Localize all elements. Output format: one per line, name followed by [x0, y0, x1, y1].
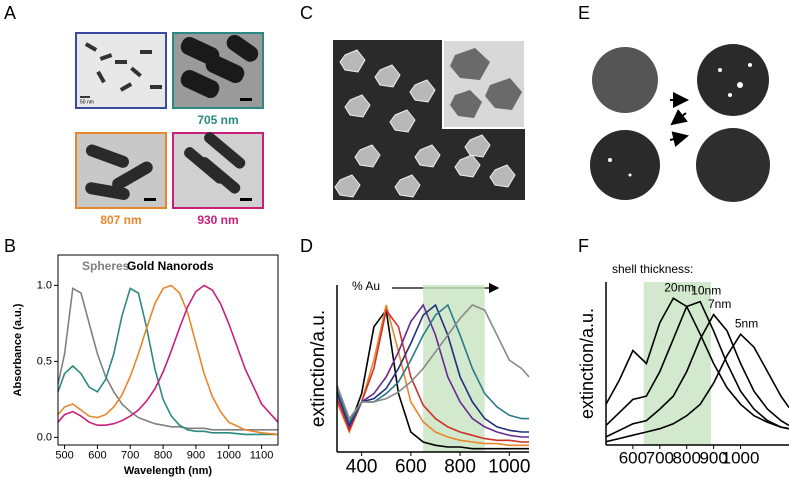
x-tick-label: 600	[395, 456, 427, 477]
line-series	[57, 287, 278, 431]
line-series	[605, 313, 789, 438]
series-label: 20nm	[664, 280, 694, 294]
x-axis-label: Wavelength (nm)	[124, 465, 213, 477]
line-series	[605, 300, 789, 430]
plot-frame	[57, 254, 279, 446]
annotation: shell thickness:	[612, 262, 693, 276]
line-series	[336, 303, 529, 438]
line-series	[336, 304, 529, 447]
x-tick-label: 800	[444, 456, 476, 477]
y-axis-label: extinction/a.u.	[577, 308, 597, 419]
line-series	[605, 297, 789, 430]
x-tick-label: 1000	[488, 456, 530, 477]
annotation: Spheres	[82, 259, 130, 273]
panel-label: B	[4, 236, 16, 256]
y-tick-label: 0.5	[37, 355, 52, 367]
y-axis-label: extinction/a.u.	[308, 310, 329, 427]
particles	[334, 49, 516, 198]
nanorods	[84, 42, 162, 92]
panel-label: C	[300, 3, 313, 23]
x-tick-label: 400	[346, 456, 378, 477]
line-series	[336, 308, 529, 450]
x-tick-label: 1000	[722, 449, 760, 468]
x-tick-label: 800	[673, 449, 701, 468]
scale-bar	[240, 98, 252, 101]
line-series	[605, 332, 789, 443]
x-tick-label: 600	[88, 450, 106, 462]
scale-bar-label: 50 nm	[80, 99, 94, 105]
x-tick-label: 1000	[217, 450, 241, 462]
scale-bar	[240, 198, 252, 201]
caption: 930 nm	[197, 213, 238, 227]
nanorods	[85, 144, 153, 200]
x-tick-label: 700	[121, 450, 139, 462]
arrow	[669, 131, 689, 147]
micrograph-c	[333, 39, 526, 200]
y-tick-label: 1.0	[37, 279, 52, 291]
panel-label: A	[4, 3, 16, 23]
annotation: % Au	[352, 279, 380, 293]
x-tick-label: 900	[187, 450, 205, 462]
micrograph-e	[590, 44, 770, 202]
x-tick-label: 800	[154, 450, 172, 462]
line-series	[336, 308, 529, 443]
line-series	[57, 284, 279, 436]
highlight-band	[643, 282, 711, 445]
particle	[592, 47, 658, 113]
line-series	[336, 303, 529, 433]
caption: 807 nm	[100, 213, 141, 227]
y-tick-label: 0.0	[37, 431, 52, 443]
panel-label: F	[578, 236, 589, 256]
line-series	[57, 287, 278, 436]
panel-label: E	[578, 3, 590, 23]
line-series	[336, 304, 530, 421]
series-label: 10nm	[691, 284, 721, 298]
nanorods	[184, 132, 246, 194]
particles	[450, 48, 522, 118]
highlight-band	[423, 285, 485, 452]
x-tick-label: 500	[55, 450, 73, 462]
scale-bar	[144, 198, 156, 201]
series-label: 5nm	[735, 316, 758, 330]
arrow	[670, 109, 688, 126]
line-series	[57, 284, 279, 426]
panel-label: D	[300, 236, 313, 256]
x-tick-label: 600	[619, 449, 647, 468]
pores	[608, 63, 752, 177]
x-tick-label: 900	[699, 449, 727, 468]
annotation: Gold Nanorods	[127, 259, 214, 273]
series-label: 7nm	[708, 297, 731, 311]
x-tick-label: 1100	[250, 450, 274, 462]
particle	[697, 44, 769, 116]
x-tick-label: 700	[646, 449, 674, 468]
micrographs-a: 50 nm 705 nm 807 nm 930 nm	[75, 32, 264, 227]
particle	[590, 130, 660, 200]
nanorods	[180, 34, 259, 98]
y-axis-label: Absorbance (a.u.)	[12, 303, 24, 396]
particle	[696, 128, 770, 202]
caption: 705 nm	[197, 113, 238, 127]
